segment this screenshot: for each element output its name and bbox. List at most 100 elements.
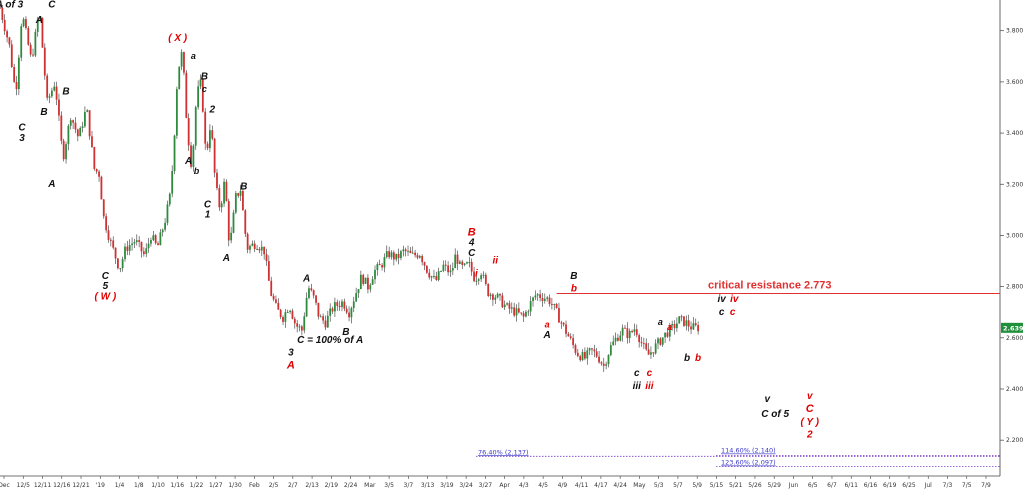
candle-body: [246, 233, 249, 250]
resistance-label: critical resistance 2.773: [708, 280, 832, 292]
candle-body: [220, 203, 223, 208]
candle-body: [60, 115, 63, 141]
candle-body: [187, 117, 190, 146]
wave-label: ( Y ): [800, 417, 819, 428]
candle-body: [555, 303, 558, 308]
candle-body: [131, 243, 133, 246]
x-tick-label: 12/11: [34, 482, 51, 489]
candle-body: [435, 275, 438, 280]
candle-body: [282, 317, 284, 322]
candle-body: [400, 251, 402, 259]
candle-body: [444, 264, 447, 266]
candle-body: [579, 356, 582, 361]
candle-body: [43, 47, 46, 76]
candle-body: [199, 79, 202, 87]
candle-body: [650, 352, 652, 355]
x-tick-label: 4/17: [594, 482, 608, 489]
candle-body: [562, 322, 565, 325]
candle-body: [364, 277, 367, 284]
candle-body: [584, 352, 586, 359]
x-tick-label: 12/21: [72, 482, 89, 489]
candle-body: [548, 297, 551, 305]
candle-body: [22, 19, 25, 27]
candle-body: [232, 212, 235, 233]
candle-body: [343, 301, 346, 309]
y-tick-label: 2.200: [1006, 437, 1023, 444]
candle-body: [194, 107, 197, 146]
candle-body: [607, 355, 610, 365]
candle-body: [329, 308, 332, 316]
candle-body: [515, 308, 518, 316]
candle-body: [178, 66, 181, 90]
candle-body: [258, 248, 261, 251]
x-tick-label: 1/4: [115, 482, 125, 489]
candle-body: [227, 201, 230, 241]
candle-body: [687, 320, 690, 327]
candle-body: [367, 277, 369, 290]
candle-body: [529, 301, 532, 312]
candle-body: [341, 301, 343, 308]
candle-body: [270, 280, 273, 296]
candle-body: [140, 241, 143, 252]
y-axis: 2.200 2.400 2.600 2.800 3.000 3.200 3.400 3.600…: [1000, 28, 1024, 444]
candle-body: [692, 323, 695, 330]
x-tick-label: 4/24: [613, 482, 627, 489]
wave-label: 1: [205, 210, 211, 221]
candlestick-series: [0, 4, 700, 372]
wave-label: C of 5: [761, 409, 789, 420]
candle-body: [553, 303, 556, 305]
wave-label: 5: [103, 281, 109, 292]
candle-body: [591, 348, 593, 350]
chart-frame: [0, 0, 1001, 477]
candle-body: [383, 257, 386, 268]
last-price-value: 2.639: [1003, 324, 1024, 332]
candle-body: [209, 130, 211, 149]
wave-label: 2: [208, 105, 215, 116]
candle-body: [503, 304, 506, 308]
candle-body: [121, 259, 124, 269]
candle-body: [454, 254, 457, 269]
x-tick-label: Feb: [249, 482, 260, 489]
candle-body: [256, 248, 258, 250]
wave-label: A: [184, 156, 192, 167]
candle-body: [223, 181, 225, 204]
x-tick-label: 6/7: [827, 482, 837, 489]
x-tick-label: 6/19: [883, 482, 897, 489]
candle-body: [510, 307, 513, 309]
wave-label: ( X ): [168, 33, 188, 44]
candle-body: [463, 263, 466, 265]
candle-body: [480, 275, 483, 280]
candle-body: [489, 294, 492, 297]
wave-label: A: [543, 330, 551, 341]
candle-body: [588, 348, 591, 351]
x-tick-label: 1/8: [134, 482, 144, 489]
candle-body: [48, 96, 51, 98]
x-tick-label: 4/9: [558, 482, 568, 489]
x-tick-label: 2/13: [305, 482, 319, 489]
candle-body: [112, 240, 115, 248]
wave-label: b: [571, 284, 577, 295]
candle-body: [473, 271, 475, 282]
candle-body: [201, 79, 204, 112]
candle-body: [685, 320, 688, 326]
candle-body: [558, 307, 560, 323]
candle-body: [614, 337, 617, 342]
candle-body: [550, 304, 553, 306]
candle-body: [98, 171, 100, 177]
candle-body: [286, 311, 289, 313]
candle-body: [508, 303, 511, 309]
wave-label: C: [102, 271, 110, 282]
candle-body: [72, 120, 75, 123]
y-tick-label: 2.600: [1006, 335, 1023, 342]
x-tick-label: 4/5: [538, 482, 548, 489]
x-tick-label: 7/9: [981, 482, 991, 489]
wave-label: v: [765, 394, 772, 405]
candle-body: [683, 316, 685, 326]
candle-body: [289, 310, 291, 312]
candle-body: [536, 294, 539, 296]
candle-body: [159, 232, 162, 246]
fib-level-label: 76.40% (2.137): [478, 448, 529, 456]
candle-body: [534, 295, 537, 298]
candle-body: [470, 261, 473, 272]
wave-label: 3: [288, 348, 294, 359]
